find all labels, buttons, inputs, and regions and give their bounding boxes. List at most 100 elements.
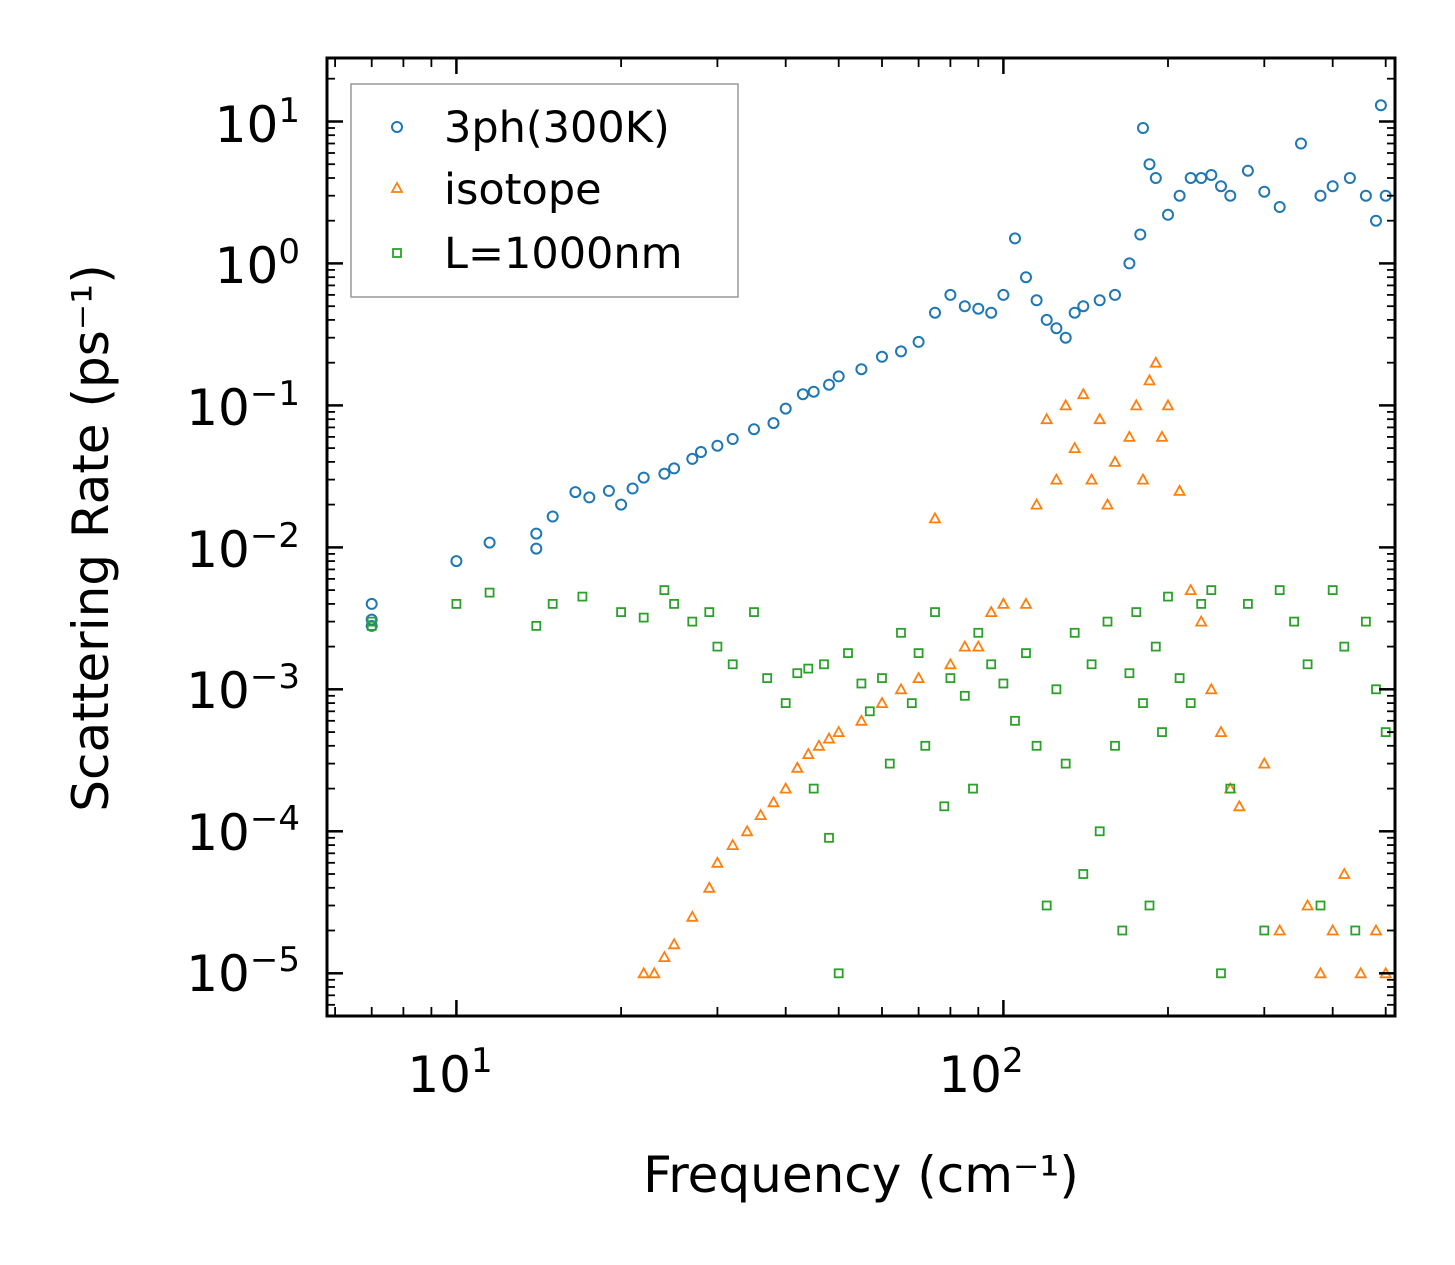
data-point-1-21 xyxy=(928,511,942,524)
data-point-2-45 xyxy=(1051,684,1062,695)
data-point-2-6 xyxy=(577,591,588,602)
data-point-1-35 xyxy=(1093,412,1107,425)
data-point-0-5 xyxy=(530,542,543,555)
y-tick-label-1e-2: 10−2 xyxy=(186,516,300,579)
data-point-0-49 xyxy=(1137,122,1149,134)
data-point-2-9 xyxy=(659,585,670,595)
data-point-2-58 xyxy=(1150,641,1161,652)
data-point-2-70 xyxy=(1289,616,1299,627)
data-point-1-53 xyxy=(1273,923,1287,936)
data-point-0-25 xyxy=(823,378,835,391)
data-point-0-26 xyxy=(832,370,845,383)
data-point-1-6 xyxy=(710,855,724,868)
data-point-2-5 xyxy=(547,599,558,609)
data-point-2-23 xyxy=(833,968,844,979)
data-point-0-43 xyxy=(1068,306,1081,319)
data-point-2-57 xyxy=(1144,900,1155,911)
data-point-2-14 xyxy=(727,659,738,670)
y-tick-label-1e1: 101 xyxy=(215,91,300,154)
data-point-2-1 xyxy=(366,621,377,631)
data-point-2-48 xyxy=(1078,869,1089,879)
data-point-2-59 xyxy=(1157,727,1167,737)
data-point-1-3 xyxy=(667,937,681,950)
data-point-1-16 xyxy=(832,725,846,737)
data-point-2-3 xyxy=(484,587,495,598)
data-point-0-32 xyxy=(944,288,957,301)
y-tick-label-1e-5: 10−5 xyxy=(186,940,300,1003)
series-1 xyxy=(637,355,1393,979)
data-point-2-33 xyxy=(930,607,940,617)
legend-box xyxy=(350,83,739,298)
data-point-2-43 xyxy=(1031,740,1042,751)
data-point-2-61 xyxy=(1174,673,1185,683)
data-point-1-18 xyxy=(875,696,889,708)
data-point-1-17 xyxy=(854,713,868,726)
data-point-0-44 xyxy=(1077,300,1090,313)
data-point-0-16 xyxy=(686,452,699,465)
data-point-1-36 xyxy=(1100,497,1115,510)
data-point-0-10 xyxy=(602,484,615,497)
data-point-2-8 xyxy=(638,612,649,623)
data-point-2-26 xyxy=(864,706,875,717)
data-point-2-22 xyxy=(824,832,834,843)
data-point-2-28 xyxy=(884,758,895,769)
data-point-0-57 xyxy=(1215,180,1227,193)
data-point-0-24 xyxy=(807,385,820,398)
data-point-1-19 xyxy=(894,682,908,695)
data-point-0-59 xyxy=(1241,164,1254,177)
data-point-2-4 xyxy=(531,621,542,631)
data-point-1-38 xyxy=(1122,430,1136,442)
data-point-0-62 xyxy=(1295,137,1307,150)
data-point-2-7 xyxy=(616,607,626,617)
data-point-2-46 xyxy=(1060,758,1071,769)
data-point-2-73 xyxy=(1327,585,1338,595)
data-point-1-9 xyxy=(754,808,768,820)
data-point-0-3 xyxy=(450,555,463,568)
data-point-1-42 xyxy=(1149,355,1163,368)
data-point-2-55 xyxy=(1131,607,1142,617)
data-point-1-29 xyxy=(1040,412,1054,425)
data-point-2-24 xyxy=(843,648,853,658)
data-point-0-8 xyxy=(569,486,582,499)
data-point-1-51 xyxy=(1232,799,1246,812)
data-point-1-13 xyxy=(801,747,815,759)
data-point-0-36 xyxy=(997,288,1010,301)
data-point-0-40 xyxy=(1040,313,1053,326)
data-point-0-50 xyxy=(1143,158,1156,171)
data-point-2-16 xyxy=(762,673,773,683)
data-point-2-27 xyxy=(877,673,887,683)
data-point-0-37 xyxy=(1009,232,1021,245)
data-point-2-15 xyxy=(749,607,759,617)
data-point-0-35 xyxy=(985,306,998,319)
legend: 3ph(300K) isotope L=1000nm xyxy=(350,83,739,298)
data-point-2-44 xyxy=(1041,900,1052,911)
data-point-0-53 xyxy=(1173,189,1186,202)
data-point-2-50 xyxy=(1094,826,1105,837)
data-point-1-48 xyxy=(1204,682,1218,695)
data-point-1-30 xyxy=(1049,472,1063,485)
data-point-2-30 xyxy=(906,698,917,708)
data-point-1-59 xyxy=(1369,923,1383,936)
data-point-0-41 xyxy=(1050,322,1063,335)
data-point-2-13 xyxy=(712,641,723,652)
data-point-1-26 xyxy=(996,597,1010,609)
data-point-0-13 xyxy=(637,471,650,484)
data-point-0-55 xyxy=(1195,172,1208,184)
data-point-1-27 xyxy=(1019,597,1033,609)
data-point-2-71 xyxy=(1302,659,1313,670)
data-point-1-33 xyxy=(1076,387,1090,400)
data-point-1-0 xyxy=(637,966,651,979)
data-point-0-58 xyxy=(1224,189,1237,202)
data-point-0-67 xyxy=(1370,214,1382,227)
data-point-1-28 xyxy=(1030,497,1044,510)
data-point-1-34 xyxy=(1085,472,1099,485)
data-point-0-27 xyxy=(855,363,868,376)
y-axis-label: Scattering Rate (ps⁻¹) xyxy=(62,264,120,811)
data-point-0-68 xyxy=(1374,99,1387,112)
data-point-1-5 xyxy=(702,880,716,893)
data-point-0-11 xyxy=(615,498,628,511)
data-point-1-32 xyxy=(1068,441,1082,453)
data-point-1-37 xyxy=(1108,455,1122,467)
data-point-0-1 xyxy=(365,613,378,626)
data-point-0-45 xyxy=(1093,294,1106,307)
